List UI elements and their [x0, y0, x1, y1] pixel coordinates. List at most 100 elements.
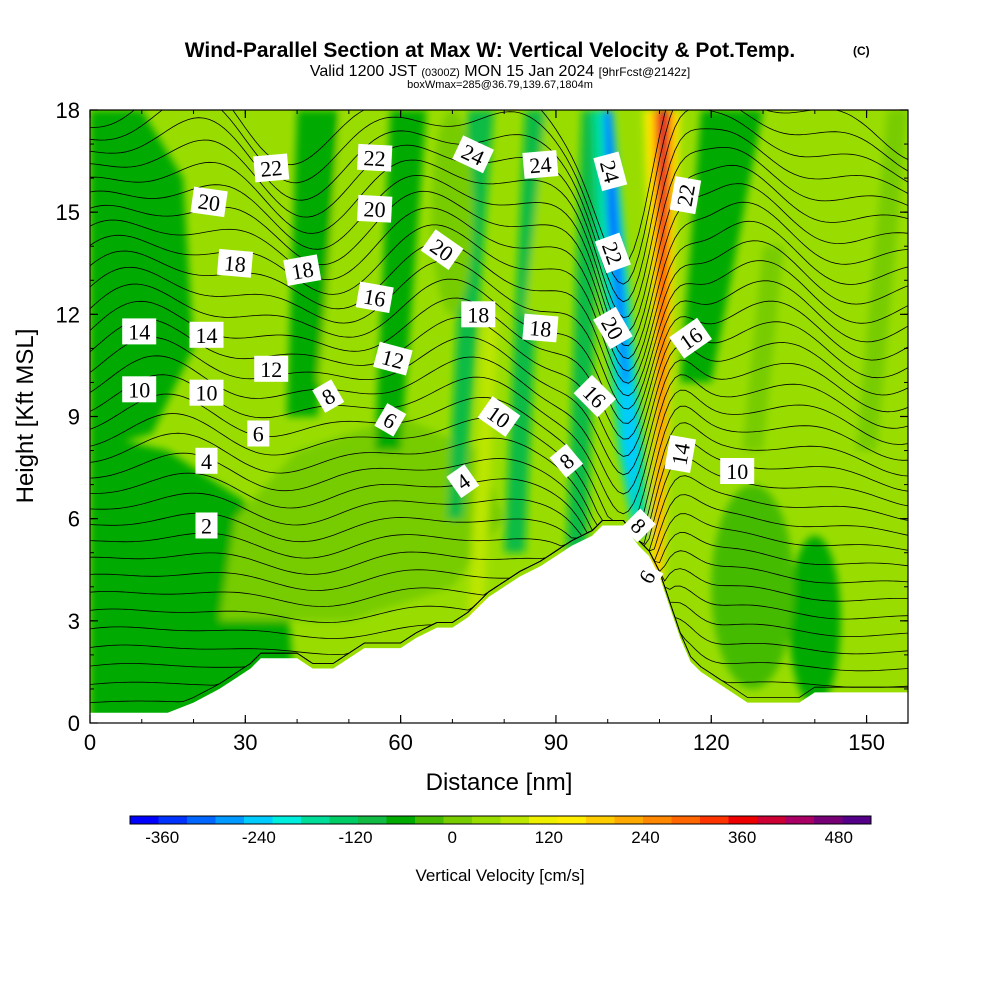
- theta-label-text: 22: [363, 145, 386, 171]
- theta-label: 22: [253, 153, 290, 183]
- colorbar-swatch: [158, 816, 188, 824]
- theta-contour-line: [90, 183, 908, 360]
- colorbar-tick-label: 480: [825, 828, 853, 847]
- y-tick-label: 6: [68, 507, 80, 532]
- colorbar-swatch: [443, 816, 473, 824]
- theta-contour-line: [90, 520, 908, 575]
- x-axis: 0 30 60 90 120 150: [84, 110, 885, 755]
- theta-label-text: 18: [289, 256, 315, 284]
- colorbar-swatch: [586, 816, 615, 824]
- colorbar-tick-label: -120: [339, 828, 373, 847]
- field-right-updraft: [742, 246, 784, 451]
- x-tick-label: 150: [848, 730, 885, 755]
- theta-label-text: 10: [726, 459, 748, 484]
- field-right-eddy: [788, 535, 841, 706]
- theta-label-text: 14: [128, 319, 150, 344]
- field-updraft-a: [467, 314, 499, 621]
- theta-contour-line: [90, 520, 908, 607]
- y-tick-label: 0: [68, 711, 80, 736]
- theta-label: 22: [669, 176, 702, 215]
- theta-contour-line: [90, 260, 908, 410]
- colorbar-swatch: [842, 816, 872, 824]
- theta-label-text: 20: [196, 188, 221, 216]
- chart-title-mark: (C): [853, 44, 870, 58]
- theta-contour-line: [90, 475, 908, 552]
- colorbar-swatch: [700, 816, 729, 824]
- y-axis: 0 3 6 9 12 15 18: [56, 98, 908, 736]
- colorbar-tick-label: -360: [145, 828, 179, 847]
- colorbar-swatch: [301, 816, 330, 824]
- colorbar-swatch: [472, 816, 501, 824]
- y-tick-label: 15: [56, 200, 80, 225]
- theta-label-text: 18: [223, 250, 247, 277]
- theta-contour-line: [90, 439, 908, 545]
- colorbar-swatch: [785, 816, 815, 824]
- theta-label: 14: [189, 321, 224, 348]
- colorbar-swatch: [272, 816, 302, 824]
- colorbar-swatch: [386, 816, 416, 824]
- theta-label: 24: [593, 151, 628, 192]
- colorbar-swatch: [814, 816, 843, 824]
- y-tick-label: 9: [68, 405, 80, 430]
- theta-contour-line: [90, 513, 908, 563]
- theta-label-text: 18: [467, 302, 489, 327]
- theta-label: 20: [190, 186, 228, 218]
- theta-contour-line: [90, 389, 908, 528]
- y-tick-label: 12: [56, 302, 80, 327]
- colorbar-swatch: [557, 816, 587, 824]
- colorbar-swatch: [244, 816, 273, 824]
- theta-contour-line: [90, 128, 908, 319]
- theta-label-text: 16: [362, 284, 388, 312]
- theta-contour-line: [90, 164, 908, 347]
- theta-label-text: 22: [672, 182, 700, 208]
- theta-label: 18: [216, 248, 254, 278]
- colorbar-swatch: [671, 816, 701, 824]
- colorbar-swatch: [529, 816, 558, 824]
- theta-label-text: 18: [528, 315, 552, 342]
- x-tick-label: 30: [233, 730, 257, 755]
- chart-subtitle: Valid 1200 JST (0300Z) MON 15 Jan 2024 […: [310, 63, 690, 80]
- colorbar-swatch: [415, 816, 444, 824]
- theta-contour-line: [90, 422, 908, 542]
- theta-label: 18: [283, 254, 322, 286]
- theta-contour-line: [90, 110, 908, 285]
- theta-label: 2: [195, 512, 218, 539]
- theta-label: 16: [355, 281, 394, 314]
- theta-contour-line: [90, 110, 908, 303]
- colorbar-swatch: [329, 816, 359, 824]
- colorbar-tick-label: 120: [535, 828, 563, 847]
- subtitle-valid: Valid 1200 JST: [310, 63, 418, 80]
- theta-label: 18: [461, 301, 496, 328]
- theta-contour-line: [90, 147, 908, 333]
- theta-label: 10: [720, 458, 755, 484]
- theta-contour-line: [90, 201, 908, 372]
- colorbar-swatch: [187, 816, 216, 824]
- theta-contour-line: [90, 520, 908, 591]
- x-axis-label: Distance [nm]: [426, 769, 573, 796]
- colorbar-tick-label: 360: [728, 828, 756, 847]
- colorbar-swatch: [500, 816, 530, 824]
- subtitle-zulu: (0300Z): [421, 67, 460, 79]
- theta-label: 12: [254, 355, 289, 382]
- y-tick-label: 18: [56, 98, 80, 123]
- theta-label-text: 6: [253, 422, 264, 447]
- theta-label: 4: [195, 447, 218, 474]
- subtitle-forecast: [9hrFcst@2142z]: [599, 65, 691, 79]
- colorbar-tick-label: -240: [242, 828, 276, 847]
- colorbar-swatch: [130, 816, 159, 824]
- terrain-mask: [90, 525, 908, 723]
- colorbar-tick-label: 240: [631, 828, 659, 847]
- colorbar-tick-label: 0: [447, 828, 456, 847]
- theta-contour-line: [90, 456, 908, 547]
- theta-label-text: 2: [201, 514, 212, 539]
- theta-label: 4: [446, 464, 480, 499]
- colorbar-swatch: [728, 816, 758, 824]
- theta-label-text: 4: [201, 449, 212, 474]
- theta-label-text: 22: [259, 155, 283, 182]
- x-tick-label: 60: [388, 730, 412, 755]
- colorbar-swatch: [215, 816, 245, 824]
- theta-label: 10: [122, 376, 157, 403]
- colorbar-swatch: [614, 816, 644, 824]
